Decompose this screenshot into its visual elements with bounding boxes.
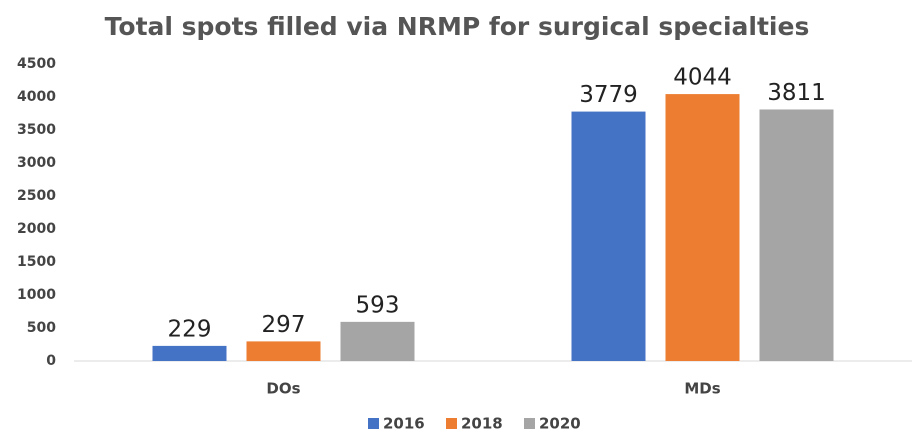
y-tick-label: 3000 [17,155,56,171]
y-tick-label: 2000 [17,221,56,237]
bar [152,345,227,361]
y-tick-label: 4500 [17,56,56,72]
y-tick-label: 1500 [17,254,56,270]
legend-label: 2018 [461,415,503,432]
legend-swatch [446,418,457,429]
legend-swatch [368,418,379,429]
y-tick-label: 0 [46,353,56,369]
y-tick-label: 2500 [17,188,56,204]
bar [246,341,321,361]
bar [665,94,740,361]
legend-label: 2020 [539,415,581,432]
data-label: 4044 [673,65,732,91]
y-tick-label: 3500 [17,122,56,138]
chart-title: Total spots filled via NRMP for surgical… [105,12,810,41]
bar [571,111,646,361]
data-label: 3779 [579,82,638,108]
y-tick-label: 500 [27,320,56,336]
y-tick-label: 1000 [17,287,56,303]
legend-label: 2016 [383,415,425,432]
bar [340,321,415,361]
data-label: 593 [356,292,400,318]
legend-swatch [524,418,535,429]
data-label: 229 [168,316,212,342]
data-label: 297 [262,312,306,338]
x-tick-label: MDs [684,380,720,398]
x-tick-label: DOs [266,380,300,398]
bar [759,109,834,361]
data-label: 3811 [767,80,826,106]
y-tick-label: 4000 [17,89,56,105]
